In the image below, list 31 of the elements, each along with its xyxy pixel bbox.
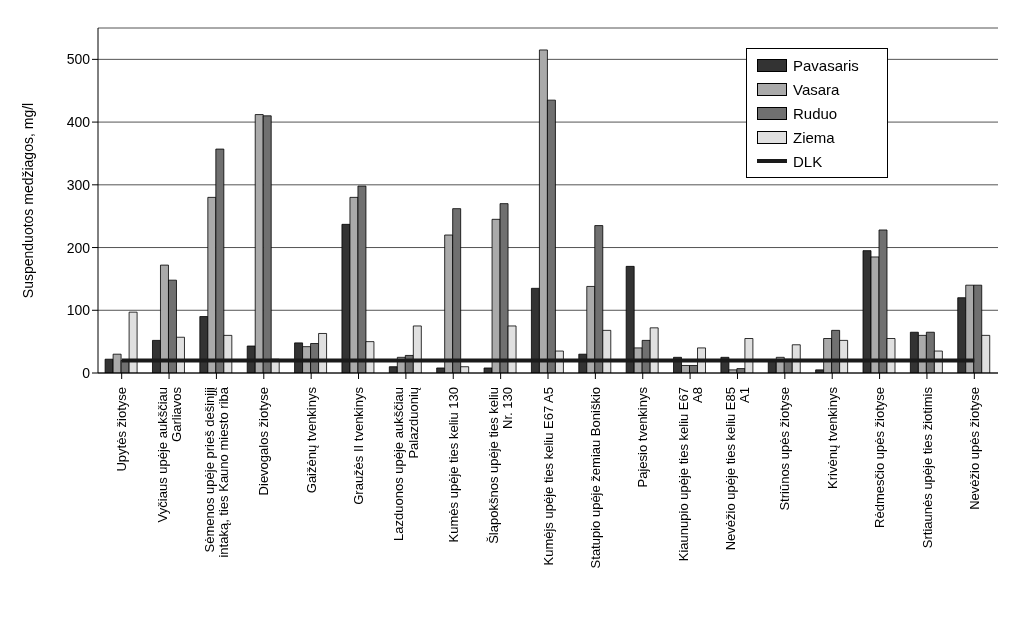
x-tick-label: Kumės upėje ties keliu 130	[445, 387, 461, 543]
y-tick-label: 500	[66, 51, 91, 68]
legend-label: Vasara	[793, 80, 840, 98]
y-axis-title: Suspenduotos medžiagos, mg/l	[19, 102, 36, 299]
x-tick-label: Pajesio tvenkinys	[635, 386, 651, 488]
x-tick-label: Nevėžio upėje ties keliu E85 A1	[723, 387, 753, 551]
x-tick-label: Nevėžio upės žiotyse	[966, 387, 982, 510]
x-tick-label: Graužės II tvenkinys	[351, 386, 367, 505]
y-tick-label: 100	[66, 302, 91, 319]
legend-label: Pavasaris	[793, 56, 859, 74]
x-tick-label: Kumėjs upėje ties keliu E67 A5	[540, 387, 556, 566]
x-tick-label: Srtiaunės upėje ties žiotimis	[919, 386, 935, 549]
x-tick-label: Vyčiaus upėje aukščiau Garliavos	[154, 386, 184, 523]
x-tick-label: Statupio upėje žemiau Boniškio	[587, 387, 603, 569]
x-tick-label: Striūnos upės žiotyse	[777, 387, 793, 511]
x-tick-label: Upytės žiotyse	[114, 387, 130, 472]
legend-label: DLK	[793, 152, 823, 170]
y-tick-label: 400	[66, 114, 91, 131]
legend-label: Ziema	[793, 128, 835, 146]
x-tick-label: Lazduonos upėje aukščiau Palazduonių	[391, 387, 421, 541]
y-tick-label: 200	[66, 239, 91, 256]
x-tick-label: Rėdmesčio upės žiotyse	[872, 387, 888, 528]
x-tick-label: Krivėnų tvenkinys	[824, 386, 840, 489]
x-tick-label: Kiaunupio upėje ties keliu E67 A8	[675, 387, 705, 562]
x-tick-label: Šlapokšnos upėje ties keliu Nr. 130	[486, 387, 516, 544]
y-tick-label: 0	[82, 364, 91, 381]
legend-label: Ruduo	[793, 104, 838, 122]
x-tick-label: Dievogalos žiotyse	[256, 387, 272, 496]
x-tick-label: Gaižėnų tvenkinys	[303, 386, 319, 494]
y-tick-label: 300	[66, 176, 91, 193]
x-tick-label: Sėmenos upėje prieš dešinįjį intaką, ties Kauno miesto riba	[201, 386, 232, 558]
